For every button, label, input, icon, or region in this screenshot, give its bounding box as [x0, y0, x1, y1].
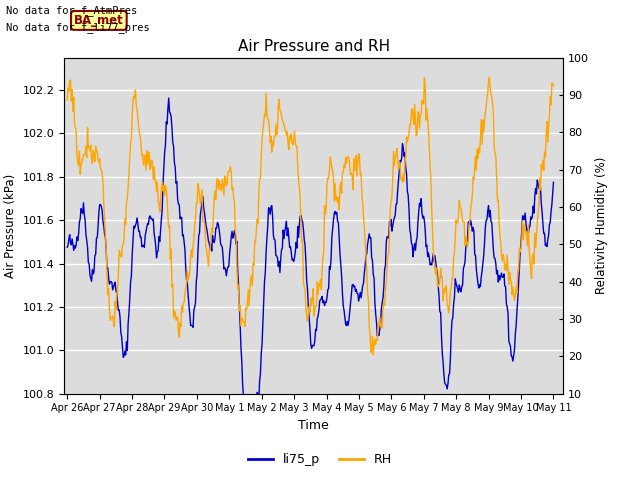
Title: Air Pressure and RH: Air Pressure and RH [237, 39, 390, 54]
Text: No data for f_AtmPres: No data for f_AtmPres [6, 5, 138, 16]
X-axis label: Time: Time [298, 419, 329, 432]
Legend: li75_p, RH: li75_p, RH [243, 448, 397, 471]
Y-axis label: Air Pressure (kPa): Air Pressure (kPa) [4, 173, 17, 278]
Text: No data for f_li77_pres: No data for f_li77_pres [6, 22, 150, 33]
Y-axis label: Relativity Humidity (%): Relativity Humidity (%) [595, 157, 607, 294]
Text: BA_met: BA_met [74, 14, 124, 27]
